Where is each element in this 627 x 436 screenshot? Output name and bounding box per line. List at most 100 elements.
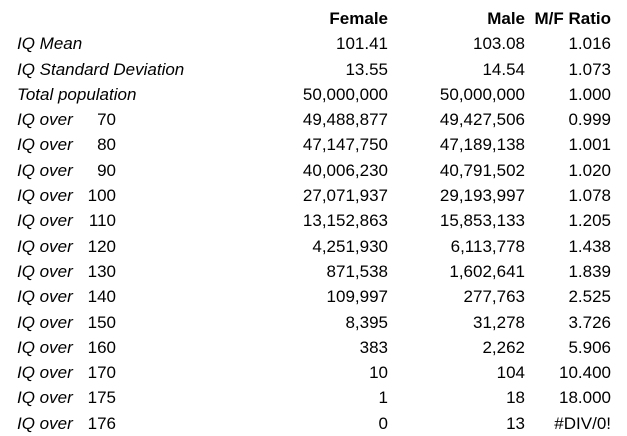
row-female-value: 50,000,000 bbox=[302, 84, 388, 104]
row-female-value: 101.41 bbox=[336, 34, 388, 54]
table-row: IQ over 120 4,251,930 6,113,778 1.438 bbox=[17, 234, 611, 259]
row-female-value: 109,997 bbox=[326, 287, 388, 307]
row-iq-threshold: 110 bbox=[88, 211, 116, 231]
table-row: IQ over 150 8,395 31,278 3.726 bbox=[17, 310, 611, 335]
row-mf-ratio-value: 1.078 bbox=[568, 186, 611, 206]
table-row: IQ over 110 13,152,863 15,853,133 1.205 bbox=[17, 208, 611, 233]
row-female-value: 10 bbox=[369, 363, 388, 383]
row-male-value: 277,763 bbox=[463, 287, 525, 307]
row-mf-ratio-value: 1.001 bbox=[568, 135, 611, 155]
row-mf-ratio-value: 10.400 bbox=[559, 363, 611, 383]
row-iq-threshold bbox=[82, 31, 116, 56]
table-row: IQ over 170 10 104 10.400 bbox=[17, 360, 611, 385]
row-male-value: 13 bbox=[506, 413, 525, 433]
row-mf-ratio-value: 1.020 bbox=[568, 160, 611, 180]
row-label: Total population bbox=[17, 84, 137, 104]
row-label: IQ over bbox=[17, 413, 73, 433]
column-header-threshold bbox=[82, 6, 116, 31]
row-iq-threshold: 176 bbox=[87, 413, 116, 433]
column-header-mf-ratio: M/F Ratio bbox=[534, 9, 612, 28]
row-male-value: 40,791,502 bbox=[439, 160, 525, 180]
row-iq-threshold: 120 bbox=[87, 236, 116, 256]
row-label: IQ over bbox=[17, 261, 73, 281]
row-mf-ratio-value: 1.000 bbox=[568, 84, 611, 104]
table-row: IQ over 175 1 18 18.000 bbox=[17, 385, 611, 410]
row-label: IQ Mean bbox=[17, 34, 83, 54]
row-female-value: 0 bbox=[378, 413, 388, 433]
row-female-value: 1 bbox=[378, 388, 388, 408]
row-label: IQ over bbox=[17, 312, 73, 332]
row-iq-threshold: 80 bbox=[97, 135, 116, 155]
row-label: IQ over bbox=[17, 186, 73, 206]
row-iq-threshold: 90 bbox=[97, 160, 116, 180]
row-male-value: 103.08 bbox=[473, 34, 525, 54]
row-iq-threshold: 140 bbox=[87, 287, 116, 307]
row-female-value: 27,071,937 bbox=[302, 186, 388, 206]
row-label: IQ over bbox=[17, 160, 73, 180]
row-female-value: 8,395 bbox=[345, 312, 388, 332]
row-male-value: 15,853,133 bbox=[439, 211, 525, 231]
table-row: IQ Standard Deviation 13.55 14.54 1.073 bbox=[17, 57, 611, 82]
row-label: IQ Standard Deviation bbox=[17, 59, 185, 79]
table-row: IQ over 176 0 13 #DIV/0! bbox=[17, 411, 611, 436]
row-label: IQ over bbox=[17, 236, 73, 256]
table-header: Female Male M/F Ratio bbox=[17, 6, 611, 31]
row-mf-ratio-value: 1.073 bbox=[568, 59, 611, 79]
table-row: IQ over 160 383 2,262 5.906 bbox=[17, 335, 611, 360]
table-row: IQ over 80 47,147,750 47,189,138 1.001 bbox=[17, 132, 611, 157]
row-label: IQ over bbox=[17, 211, 73, 231]
column-header-female: Female bbox=[329, 9, 388, 28]
row-mf-ratio-value: 0.999 bbox=[568, 110, 611, 130]
row-label: IQ over bbox=[17, 135, 73, 155]
row-female-value: 4,251,930 bbox=[312, 236, 388, 256]
row-female-value: 871,538 bbox=[326, 261, 388, 281]
row-male-value: 2,262 bbox=[482, 337, 525, 357]
row-male-value: 31,278 bbox=[473, 312, 525, 332]
table-body: IQ Mean 101.41 103.08 1.016 IQ Standard … bbox=[17, 31, 611, 436]
row-label: IQ over bbox=[17, 388, 73, 408]
column-header-label bbox=[17, 6, 82, 31]
table-row: Total population 50,000,000 50,000,000 1… bbox=[17, 82, 611, 107]
row-female-value: 383 bbox=[359, 337, 388, 357]
row-iq-threshold: 175 bbox=[87, 388, 116, 408]
row-mf-ratio-value: 1.839 bbox=[568, 261, 611, 281]
row-male-value: 6,113,778 bbox=[450, 236, 525, 256]
row-iq-threshold: 150 bbox=[87, 312, 116, 332]
row-mf-ratio-value: 18.000 bbox=[559, 388, 611, 408]
row-label: IQ over bbox=[17, 287, 73, 307]
row-iq-threshold: 70 bbox=[97, 110, 116, 130]
row-mf-ratio-value: 2.525 bbox=[568, 287, 611, 307]
table-row: IQ over 140 109,997 277,763 2.525 bbox=[17, 284, 611, 309]
table-row: IQ Mean 101.41 103.08 1.016 bbox=[17, 31, 611, 56]
row-male-value: 29,193,997 bbox=[439, 186, 525, 206]
table-row: IQ over 130 871,538 1,602,641 1.839 bbox=[17, 259, 611, 284]
row-male-value: 104 bbox=[496, 363, 525, 383]
row-male-value: 1,602,641 bbox=[449, 261, 525, 281]
row-male-value: 18 bbox=[506, 388, 525, 408]
row-mf-ratio-value: #DIV/0! bbox=[554, 413, 611, 433]
row-mf-ratio-value: 1.016 bbox=[568, 34, 611, 54]
column-header-male: Male bbox=[487, 9, 525, 28]
row-iq-threshold: 130 bbox=[87, 261, 116, 281]
row-mf-ratio-value: 1.205 bbox=[568, 211, 611, 231]
row-label: IQ over bbox=[17, 363, 73, 383]
row-label: IQ over bbox=[17, 110, 73, 130]
row-female-value: 13,152,863 bbox=[302, 211, 388, 231]
row-male-value: 50,000,000 bbox=[439, 84, 525, 104]
row-iq-threshold: 160 bbox=[87, 337, 116, 357]
table-row: IQ over 70 49,488,877 49,427,506 0.999 bbox=[17, 107, 611, 132]
row-label: IQ over bbox=[17, 337, 73, 357]
row-iq-threshold: 100 bbox=[87, 186, 116, 206]
row-iq-threshold: 170 bbox=[87, 363, 116, 383]
row-male-value: 14.54 bbox=[482, 59, 525, 79]
row-female-value: 49,488,877 bbox=[302, 110, 388, 130]
row-mf-ratio-value: 1.438 bbox=[568, 236, 611, 256]
iq-population-table: Female Male M/F Ratio IQ Mean 101.41 103… bbox=[17, 6, 611, 436]
row-male-value: 47,189,138 bbox=[439, 135, 525, 155]
row-mf-ratio-value: 3.726 bbox=[568, 312, 611, 332]
row-female-value: 47,147,750 bbox=[302, 135, 388, 155]
row-mf-ratio-value: 5.906 bbox=[568, 337, 611, 357]
row-male-value: 49,427,506 bbox=[439, 110, 525, 130]
header-row: Female Male M/F Ratio bbox=[17, 6, 611, 31]
table-row: IQ over 100 27,071,937 29,193,997 1.078 bbox=[17, 183, 611, 208]
